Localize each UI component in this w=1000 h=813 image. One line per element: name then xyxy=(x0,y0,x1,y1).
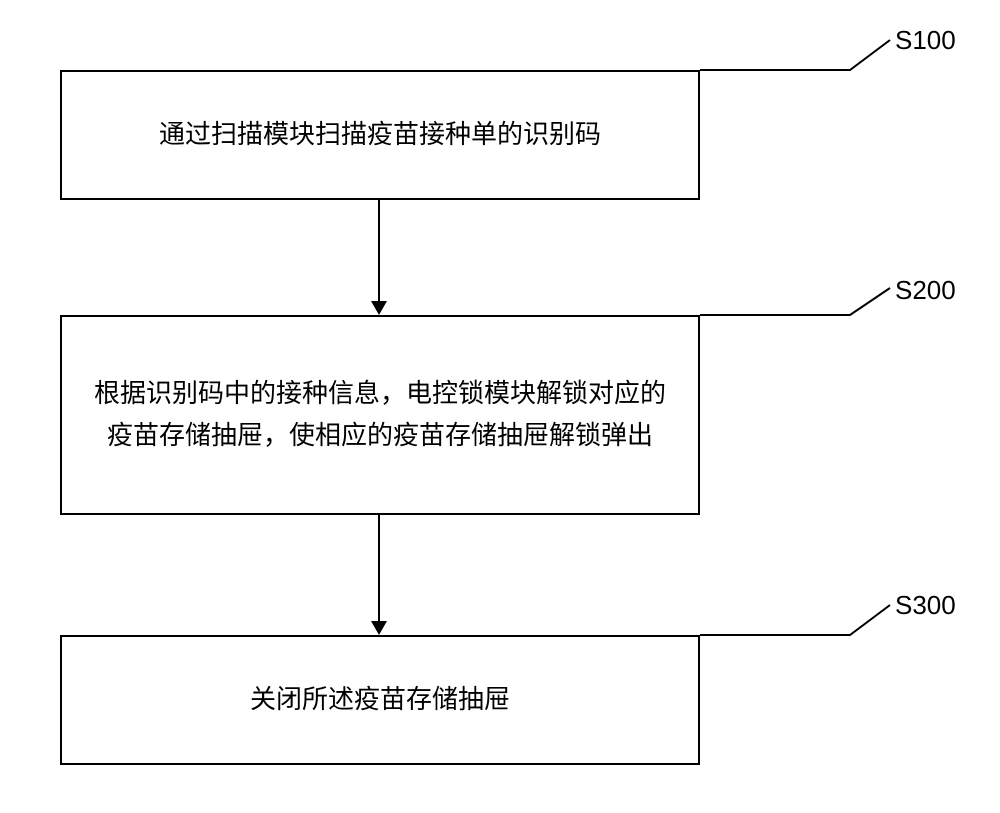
step-label-s200: S200 xyxy=(895,275,956,306)
step-label-s100: S100 xyxy=(895,25,956,56)
flow-step-s200-text: 根据识别码中的接种信息，电控锁模块解锁对应的疫苗存储抽屉，使相应的疫苗存储抽屉解… xyxy=(82,373,678,456)
arrow-1-to-2-head xyxy=(371,301,387,315)
arrow-1-to-2-line xyxy=(378,200,380,301)
label-connector-s300 xyxy=(700,605,900,645)
arrow-2-to-3-head xyxy=(371,621,387,635)
flow-step-s300-text: 关闭所述疫苗存储抽屉 xyxy=(250,679,510,721)
flow-step-s100-text: 通过扫描模块扫描疫苗接种单的识别码 xyxy=(159,114,601,156)
flowchart-diagram: 通过扫描模块扫描疫苗接种单的识别码 S100 根据识别码中的接种信息，电控锁模块… xyxy=(0,0,1000,813)
flow-step-s100: 通过扫描模块扫描疫苗接种单的识别码 xyxy=(60,70,700,200)
arrow-2-to-3-line xyxy=(378,515,380,621)
label-connector-s200 xyxy=(700,288,900,328)
step-label-s300: S300 xyxy=(895,590,956,621)
flow-step-s200: 根据识别码中的接种信息，电控锁模块解锁对应的疫苗存储抽屉，使相应的疫苗存储抽屉解… xyxy=(60,315,700,515)
label-connector-s100 xyxy=(700,40,900,80)
flow-step-s300: 关闭所述疫苗存储抽屉 xyxy=(60,635,700,765)
